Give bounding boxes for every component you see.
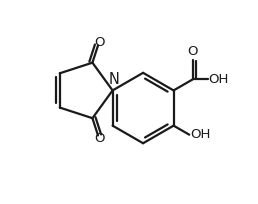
Text: O: O xyxy=(188,45,198,58)
Text: O: O xyxy=(94,36,104,49)
Text: N: N xyxy=(108,72,119,87)
Text: OH: OH xyxy=(209,73,229,86)
Text: O: O xyxy=(94,132,104,145)
Text: OH: OH xyxy=(190,128,211,141)
